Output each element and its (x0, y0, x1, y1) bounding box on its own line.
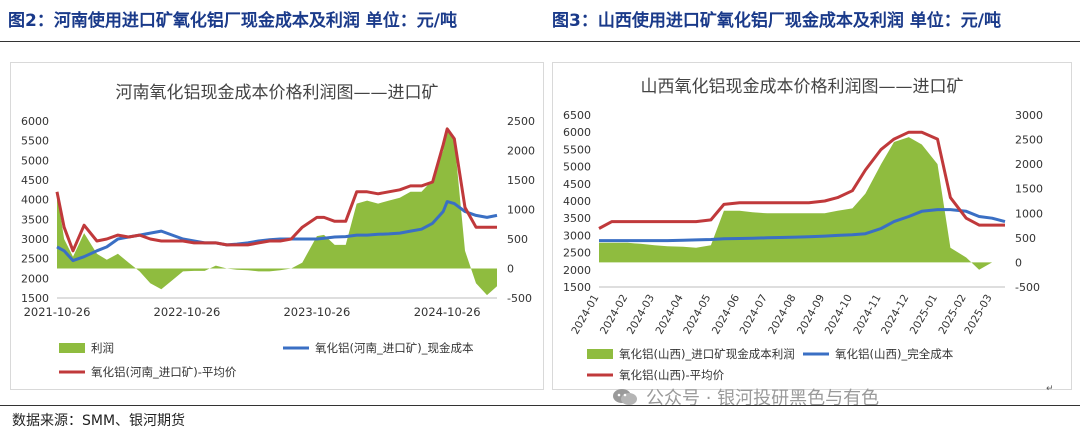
x-tick-label: 2024-07 (738, 293, 770, 337)
legend-label: 氧化铝(山西)_进口矿现金成本利润 (619, 347, 795, 361)
left-tick-label: 5500 (21, 135, 49, 148)
figure-3-caption: 图3：山西使用进口矿氧化铝厂现金成本及利润 单位：元/吨 (552, 11, 1001, 31)
left-tick-label: 5000 (563, 161, 591, 174)
legend-label: 氧化铝(河南_进口矿)-平均价 (91, 365, 237, 379)
left-tick-label: 6000 (563, 126, 591, 139)
footer-rule (0, 405, 1080, 406)
price-line-series (55, 127, 497, 253)
x-tick-label: 2024-08 (766, 293, 798, 337)
left-tick-label: 4000 (563, 195, 591, 208)
left-tick-label: 3000 (563, 229, 591, 242)
x-tick-label: 2025-01 (908, 293, 940, 337)
return-mark: ↵ (1046, 384, 1054, 394)
right-tick-label: -500 (1015, 281, 1040, 294)
right-tick-label: 1500 (507, 174, 535, 187)
right-tick-label: 500 (1015, 232, 1036, 245)
right-tick-label: 2000 (507, 145, 535, 158)
chart-title: 河南氧化铝现金成本价格利润图——进口矿 (116, 83, 439, 103)
left-tick-label: 4000 (21, 194, 49, 207)
left-tick-label: 2000 (21, 272, 49, 285)
right-tick-label: 0 (507, 263, 514, 276)
legend-label: 氧化铝(山西)_完全成本 (835, 347, 954, 361)
henan-chart-panel: 河南氧化铝现金成本价格利润图——进口矿 1500 2000 2500 3000 3500 4… (10, 62, 544, 390)
legend-swatch-profit (587, 349, 613, 359)
left-tick-label: 1500 (21, 292, 49, 305)
right-tick-label: 2000 (1015, 158, 1043, 171)
legend-label: 利润 (91, 341, 114, 355)
legend-swatch-profit (59, 343, 85, 353)
right-tick-label: 1000 (507, 204, 535, 217)
left-tick-label: 1500 (563, 281, 591, 294)
figure-header: 图2：河南使用进口矿氧化铝厂现金成本及利润 单位：元/吨 图3：山西使用进口矿氧… (0, 0, 1080, 44)
legend-label: 氧化铝(山西)-平均价 (619, 368, 725, 382)
right-tick-label: 2500 (1015, 134, 1043, 147)
x-tick-label: 2024-01 (569, 293, 601, 337)
watermark: 公众号 · 银河投研黑色与有色 (612, 384, 879, 410)
left-tick-label: 4500 (563, 178, 591, 191)
x-tick-label: 2024-05 (681, 293, 713, 337)
header-rule (0, 41, 1080, 42)
figure-2-caption: 图2：河南使用进口矿氧化铝厂现金成本及利润 单位：元/吨 (8, 11, 457, 31)
left-tick-label: 5500 (563, 143, 591, 156)
x-tick-label: 2024-12 (879, 293, 911, 337)
left-tick-label: 3000 (21, 233, 49, 246)
left-tick-label: 2500 (21, 253, 49, 266)
x-tick-label: 2021-10-26 (24, 305, 91, 319)
right-tick-label: -500 (507, 292, 532, 305)
x-tick-label: 2023-10-26 (283, 305, 350, 319)
right-tick-label: 2500 (507, 115, 535, 128)
profit-area-series (57, 126, 497, 296)
chart-title: 山西氧化铝现金成本价格利润图——进口矿 (641, 77, 964, 97)
left-tick-label: 3500 (563, 212, 591, 225)
right-tick-label: 500 (507, 233, 528, 246)
left-tick-label: 6000 (21, 115, 49, 128)
right-tick-label: 1000 (1015, 207, 1043, 220)
henan-chart: 河南氧化铝现金成本价格利润图——进口矿 1500 2000 2500 3000 3500 4… (21, 83, 535, 379)
x-tick-label: 2024-10 (823, 293, 855, 337)
legend-label: 氧化铝(河南_进口矿)_现金成本 (315, 341, 474, 355)
shanxi-chart-panel: 山西氧化铝现金成本价格利润图——进口矿 1500 2000 2500 3000 3500 4… (552, 62, 1072, 390)
left-tick-label: 6500 (563, 109, 591, 122)
watermark-text: 公众号 · 银河投研黑色与有色 (646, 388, 880, 409)
x-tick-label: 2024-10-26 (414, 305, 481, 319)
right-tick-label: 0 (1015, 256, 1022, 269)
left-tick-label: 4500 (21, 174, 49, 187)
price-line-series (598, 130, 1005, 230)
shanxi-chart: 山西氧化铝现金成本价格利润图——进口矿 1500 2000 2500 3000 3500 4… (563, 77, 1043, 382)
right-tick-label: 1500 (1015, 183, 1043, 196)
left-tick-label: 2000 (563, 264, 591, 277)
right-tick-label: 3000 (1015, 109, 1043, 122)
cost-line-series (599, 208, 1006, 243)
profit-area-series (599, 137, 1005, 270)
x-tick-label: 2022-10-26 (154, 305, 221, 319)
data-source: 数据来源：SMM、银河期货 (12, 413, 186, 429)
wechat-icon (613, 389, 637, 405)
left-tick-label: 2500 (563, 247, 591, 260)
left-tick-label: 5000 (21, 154, 49, 167)
left-tick-label: 3500 (21, 213, 49, 226)
